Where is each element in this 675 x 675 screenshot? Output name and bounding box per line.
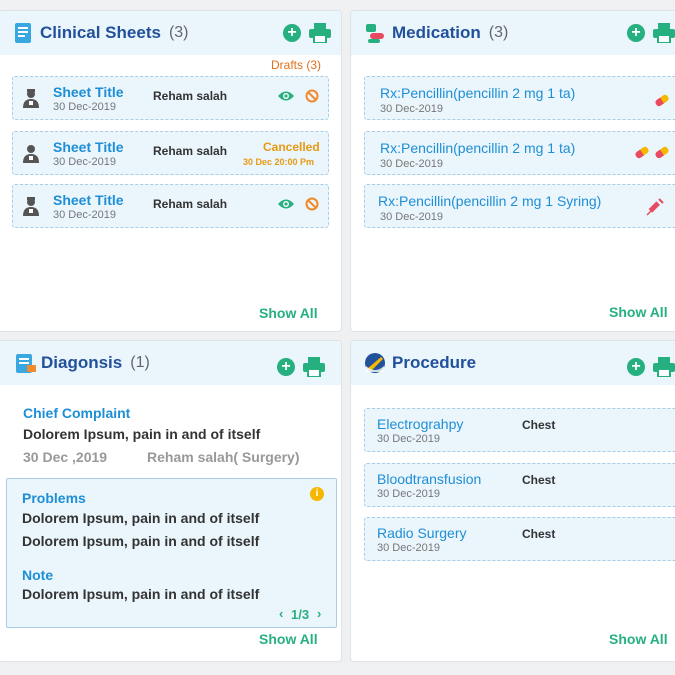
medication-title-text[interactable]: Rx:Pencillin(pencillin 2 mg 1 ta) [380,85,576,101]
diagnosis-icon [16,354,36,373]
procedure-icon [365,353,385,373]
doctor-avatar-icon [23,197,39,216]
note-label: Note [22,567,54,583]
note-text: Dolorem Ipsum, pain in and of itself [22,586,260,602]
doctor-avatar-icon [23,89,39,108]
procedure-title-text[interactable]: Radio Surgery [377,525,467,541]
medication-card[interactable]: Rx:Pencillin(pencillin 2 mg 1 ta) 30 Dec… [364,76,675,120]
sheet-author: Reham salah [153,144,228,158]
sheet-date: 30 Dec-2019 [53,156,116,168]
procedure-site: Chest [522,527,556,541]
pill-icon [654,145,670,160]
add-diagnosis-button[interactable]: + [277,358,295,376]
sheet-title[interactable]: Sheet Title [53,84,124,100]
procedure-header: Procedure + [351,341,675,385]
medication-card[interactable]: Rx:Pencillin(pencillin 2 mg 1 Syring) 30… [364,184,675,228]
medication-title: Medication [392,23,481,42]
diagnosis-doctor: Reham salah( Surgery) [147,449,300,465]
sheet-date: 30 Dec-2019 [53,101,116,113]
diagnosis-count: (1) [130,354,150,371]
problems-label: Problems [22,490,86,506]
sheet-author: Reham salah [153,197,228,211]
eye-icon[interactable] [277,197,295,211]
medication-title-text[interactable]: Rx:Pencillin(pencillin 2 mg 1 ta) [380,140,576,156]
sheet-title[interactable]: Sheet Title [53,139,124,155]
pill-icon [654,93,670,108]
diagnosis-header: Diagonsis (1) + [0,341,341,385]
procedure-card[interactable]: Radio Surgery 30 Dec-2019 Chest [364,517,675,561]
procedure-site: Chest [522,418,556,432]
drafts-link[interactable]: Drafts (3) [271,58,322,72]
doctor-avatar-icon [23,145,39,163]
info-icon[interactable]: i [310,487,324,501]
medication-card[interactable]: Rx:Pencillin(pencillin 2 mg 1 ta) 30 Dec… [364,131,675,175]
chief-complaint-text: Dolorem Ipsum, pain in and of itself [23,426,261,442]
add-procedure-button[interactable]: + [627,358,645,376]
ban-icon[interactable] [305,89,319,103]
problem-item: Dolorem Ipsum, pain in and of itself [22,510,260,526]
procedure-panel: Procedure + Electrograhpy 30 Dec-2019 Ch… [350,340,675,662]
clinical-sheet-card[interactable]: Sheet Title 30 Dec-2019 Reham salah [12,184,329,228]
diagnosis-date: 30 Dec ,2019 [23,449,108,465]
ban-icon[interactable] [305,197,319,211]
clinical-sheets-title: Clinical Sheets [40,23,161,42]
procedure-card[interactable]: Bloodtransfusion 30 Dec-2019 Chest [364,463,675,507]
clinical-sheet-card[interactable]: Sheet Title 30 Dec-2019 Reham salah [12,76,329,120]
diagnosis-show-all-link[interactable]: Show All [259,631,318,647]
medication-count: (3) [488,24,509,41]
problem-item: Dolorem Ipsum, pain in and of itself [22,533,260,549]
procedure-actions: + [627,357,675,377]
procedure-date: 30 Dec-2019 [377,433,440,445]
diagnosis-actions: + [277,357,325,377]
clinical-show-all-link[interactable]: Show All [259,305,318,321]
medication-panel: Medication (3) + Rx:Pencillin(pencillin … [350,10,675,332]
medication-date: 30 Dec-2019 [380,211,443,223]
sheet-date: 30 Dec-2019 [53,209,116,221]
procedure-card[interactable]: Electrograhpy 30 Dec-2019 Chest [364,408,675,452]
print-icon[interactable] [309,23,331,43]
pill-icon [634,145,650,160]
pager-prev-icon[interactable]: ‹ [279,606,284,621]
medication-header: Medication (3) + [351,11,675,55]
pager-next-icon[interactable]: › [317,606,322,621]
diagnosis-title: Diagonsis [41,353,123,372]
procedure-date: 30 Dec-2019 [377,488,440,500]
procedure-title-text[interactable]: Electrograhpy [377,416,464,432]
cancelled-status: Cancelled [263,140,320,154]
clinical-sheets-actions: + [283,23,331,43]
pager-indicator: 1/3 [291,607,310,622]
clinical-sheets-count: (3) [168,24,189,41]
procedure-date: 30 Dec-2019 [377,542,440,554]
syringe-icon [646,198,664,216]
procedure-show-all-link[interactable]: Show All [609,631,668,647]
medication-date: 30 Dec-2019 [380,158,443,170]
add-clinical-sheet-button[interactable]: + [283,24,301,42]
problems-box: i Problems Dolorem Ipsum, pain in and of… [6,478,337,628]
clinical-sheet-icon [15,23,31,43]
medication-icon [366,24,384,43]
procedure-title: Procedure [392,353,477,372]
print-icon[interactable] [653,357,675,377]
eye-icon[interactable] [277,89,295,103]
add-medication-button[interactable]: + [627,24,645,42]
medication-title-text[interactable]: Rx:Pencillin(pencillin 2 mg 1 Syring) [378,193,602,209]
procedure-title-text[interactable]: Bloodtransfusion [377,471,482,487]
procedure-site: Chest [522,473,556,487]
sheet-title[interactable]: Sheet Title [53,192,124,208]
cancelled-time: 30 Dec 20:00 Pm [243,157,315,167]
print-icon[interactable] [653,23,675,43]
clinical-sheets-panel: Clinical Sheets (3) + Drafts (3) Sheet T… [0,10,342,332]
diagnosis-panel: Diagonsis (1) + Chief Complaint Dolorem … [0,340,342,662]
medication-date: 30 Dec-2019 [380,103,443,115]
sheet-author: Reham salah [153,89,228,103]
medication-show-all-link[interactable]: Show All [609,304,668,320]
clinical-sheets-header: Clinical Sheets (3) + [0,11,341,55]
chief-complaint-label: Chief Complaint [23,405,131,421]
print-icon[interactable] [303,357,325,377]
medication-actions: + [627,23,675,43]
clinical-sheet-card[interactable]: Sheet Title 30 Dec-2019 Reham salah Canc… [12,131,329,175]
